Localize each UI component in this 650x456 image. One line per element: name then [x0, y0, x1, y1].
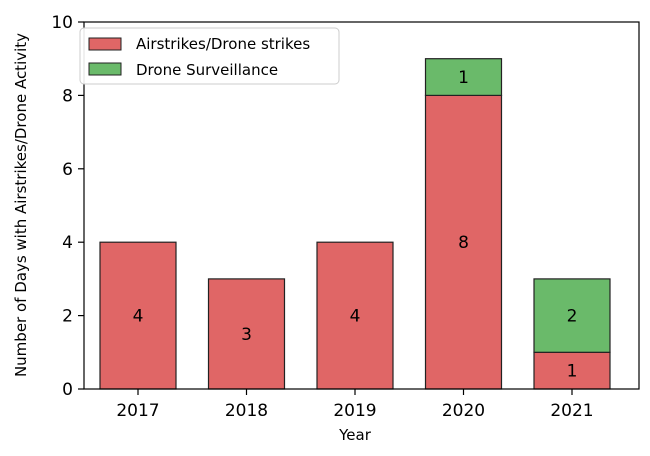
legend-label-drone-surveillance: Drone Surveillance — [136, 61, 278, 79]
bar-2021-airstrikes — [533, 351, 611, 390]
bar-2020-drone-surveillance — [424, 58, 503, 97]
y-tick-label: 4 — [62, 233, 73, 253]
bar-2021-drone-surveillance — [533, 278, 611, 353]
data-label-2021-airstrikes: 1 — [567, 362, 578, 382]
bars-group — [99, 58, 611, 390]
x-tick-label: 2020 — [442, 401, 485, 421]
plot-frame — [83, 21, 640, 390]
data-label-2021-drone-surveillance: 2 — [567, 307, 578, 327]
legend-swatch-airstrikes — [88, 37, 122, 51]
y-axis: 0 2 4 6 8 10 — [51, 13, 84, 400]
data-label-2018-airstrikes: 3 — [241, 325, 252, 345]
legend-box — [79, 27, 340, 85]
y-axis-label: Number of Days with Airstrikes/Drone Act… — [12, 33, 30, 377]
bar-2020-airstrikes — [424, 94, 503, 390]
legend-label-airstrikes: Airstrikes/Drone strikes — [136, 35, 310, 53]
y-tick-label: 10 — [51, 13, 73, 33]
legend: Airstrikes/Drone strikes Drone Surveilla… — [79, 27, 340, 85]
data-label-2020-drone-surveillance: 1 — [458, 68, 469, 88]
x-tick-label: 2019 — [333, 401, 376, 421]
data-label-2020-airstrikes: 8 — [458, 233, 469, 253]
bar-2018-airstrikes — [207, 278, 286, 390]
data-label-2019-airstrikes: 4 — [350, 307, 361, 327]
y-tick-label: 0 — [62, 380, 73, 400]
x-tick-label: 2017 — [116, 401, 159, 421]
y-tick-label: 8 — [62, 86, 73, 106]
data-label-2017-airstrikes: 4 — [133, 307, 144, 327]
x-tick-label: 2021 — [550, 401, 593, 421]
y-tick-label: 6 — [62, 160, 73, 180]
x-axis-label: Year — [338, 426, 372, 444]
y-tick-label: 2 — [62, 307, 73, 327]
bar-labels-group: 4 3 4 8 1 1 2 — [133, 68, 578, 382]
bar-2017-airstrikes — [99, 241, 177, 390]
x-axis: 2017 2018 2019 2020 2021 — [116, 389, 594, 421]
bar-2019-airstrikes — [316, 241, 394, 390]
x-tick-label: 2018 — [225, 401, 268, 421]
legend-swatch-drone-surveillance — [88, 62, 122, 76]
